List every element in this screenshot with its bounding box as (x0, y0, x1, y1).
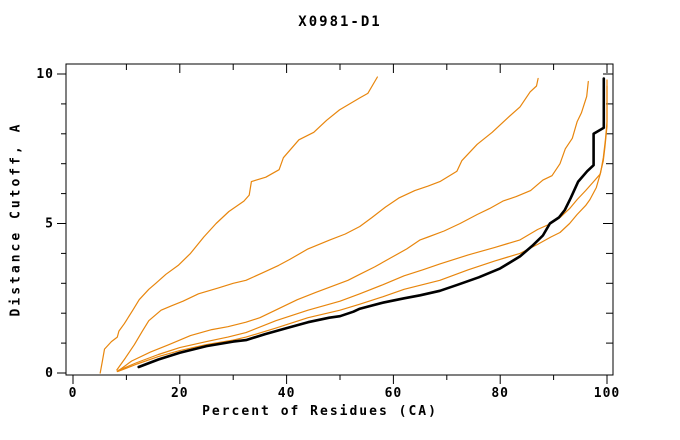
x-tick-label: 40 (278, 386, 296, 401)
x-tick-label: 20 (171, 386, 189, 401)
y-tick-label: 0 (45, 366, 54, 381)
curve-black-model (137, 77, 606, 369)
x-axis-label: Percent of Residues (CA) (202, 404, 438, 419)
curve-orange-model-4 (117, 79, 608, 372)
plot-title: X0981-D1 (298, 14, 382, 30)
x-tick-label: 0 (69, 386, 78, 401)
y-axis-label: Distance Cutoff, A (8, 121, 24, 317)
y-tick-label: 10 (36, 67, 54, 82)
x-tick-label: 80 (491, 386, 509, 401)
curve-orange-model-5 (117, 85, 608, 373)
curve-orange-model-3 (116, 80, 589, 373)
curve-orange-model-1 (99, 76, 378, 374)
y-tick-label: 5 (45, 217, 54, 232)
x-tick-label: 60 (385, 386, 403, 401)
x-tick-label: 100 (594, 386, 620, 401)
curve-orange-model-2 (116, 77, 539, 371)
